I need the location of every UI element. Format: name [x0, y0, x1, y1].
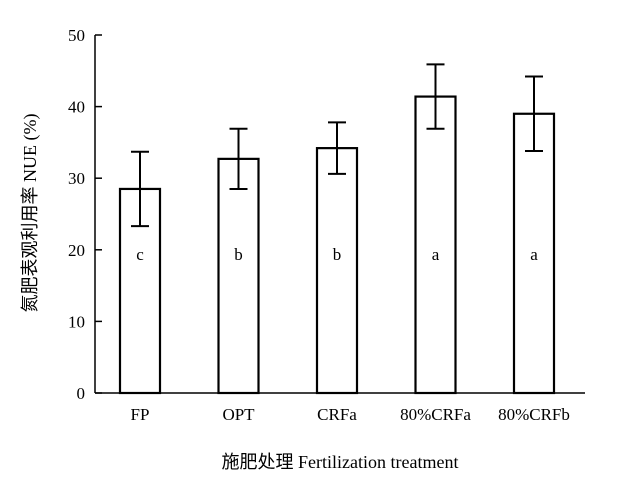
significance-letter-5: a: [530, 245, 538, 264]
bar-4: [414, 95, 457, 395]
significance-letter-1: c: [136, 245, 144, 264]
y-axis-title: 氮肥表观利用率 NUE (%): [20, 114, 41, 313]
y-tick-label: 20: [68, 241, 85, 260]
x-axis-title: 施肥处理 Fertilization treatment: [222, 452, 459, 472]
x-tick-label-3: CRFa: [317, 405, 357, 424]
x-tick-label-2: OPT: [222, 405, 255, 424]
y-tick-label: 50: [68, 26, 85, 45]
significance-letter-2: b: [234, 245, 243, 264]
y-tick-label: 30: [68, 169, 85, 188]
x-tick-label-5: 80%CRFb: [498, 405, 570, 424]
y-tick-label: 10: [68, 312, 85, 331]
x-tick-label-1: FP: [131, 405, 150, 424]
significance-letter-4: a: [432, 245, 440, 264]
significance-letter-3: b: [333, 245, 342, 264]
bar-5: [512, 112, 556, 395]
x-tick-label-4: 80%CRFa: [400, 405, 471, 424]
plot-area: 0 10 20 30 40 50 c FP b OPT b CRFa a 80%CRFa a 80%CRFb: [68, 26, 585, 424]
bar-2: [217, 157, 260, 395]
y-tick-label: 40: [68, 98, 85, 117]
y-tick-label: 0: [77, 384, 86, 403]
bar-3: [315, 147, 359, 395]
